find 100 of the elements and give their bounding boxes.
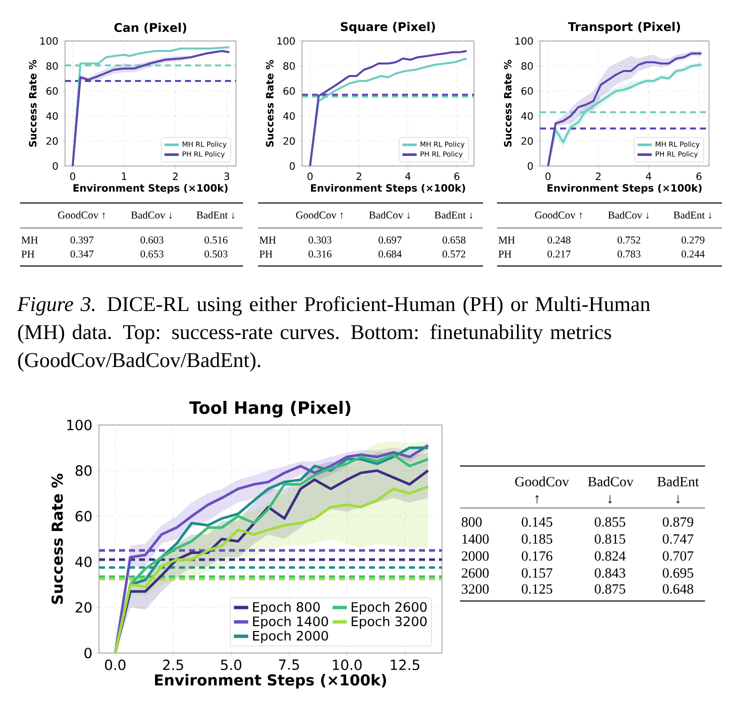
x-tick-label: BadCov ↓ [369,211,410,219]
data-label: 0.747 [662,534,694,544]
y-tick-label: MH [260,236,276,244]
data-label: 0.855 [594,517,626,527]
y-tick-label: 0 [52,162,58,170]
x-tick-label: 0 [70,172,76,180]
x-tick-label: 6 [696,172,702,180]
y-tick-label: 40 [46,112,58,120]
y-tick-label: 80 [76,465,92,476]
y-tick-label: 0 [290,162,295,170]
legend-label: Epoch 800 [253,602,320,614]
data-label: 0.843 [594,568,626,578]
data-label: 0.658 [442,236,466,244]
y-tick-label: 800 [462,517,482,527]
y-tick-label: 20 [283,137,295,145]
x-tick-label: BadCov ↓ [608,211,649,219]
x-axis-title: Environment Steps (×100k) [74,184,228,194]
y-tick-label: 3200 [462,584,489,594]
legend-label: Epoch 1400 [253,616,328,629]
data-label: 0.752 [618,236,640,244]
x-tick-label: 5.0 [221,660,242,670]
y-tick-label: 40 [283,112,295,120]
y-axis-title: Success Rate % [52,474,63,604]
x-tick-label: BadCov ↓ [588,476,634,504]
y-tick-label: 40 [521,112,533,120]
y-tick-label: MH [22,236,38,244]
data-label: 0.145 [522,517,552,527]
y-tick-label: 20 [76,602,92,613]
x-tick-label: GoodCov ↑ [535,211,582,219]
y-tick-label: 0 [84,648,92,658]
y-tick-label: MH [498,236,515,244]
chart-title: Tool Hang (Pixel) [189,400,350,418]
y-tick-label: 2600 [462,568,489,578]
y-tick-label: 80 [283,62,295,70]
chart-title: Square (Pixel) [340,22,435,34]
x-tick-label: 10.0 [332,660,362,670]
data-label: 0.176 [522,551,552,561]
y-tick-label: 2000 [462,551,489,561]
data-label: 0.697 [378,236,402,244]
x-tick-label: BadEnt ↓ [674,211,712,219]
data-label: 0.684 [378,250,402,258]
y-tick-label: 80 [46,62,58,70]
text: Figure 3. DICE-RL using either Proficient-Human (PH) or Multi-Human (MH) data. Top: success-rate curves. Bottom: finetunability metrics (GoodCov/BadCov/BadEnt). [17,296,650,372]
data-label: 0.653 [140,250,164,258]
y-tick-label: 60 [283,87,295,95]
y-axis-title: Success Rate % [504,60,512,147]
x-tick-label: GoodCov ↑ [58,211,105,219]
x-tick-label: 2.5 [163,660,184,670]
x-tick-label: 2 [172,172,178,180]
x-axis-title: Environment Steps (×100k) [155,674,386,689]
data-label: 0.707 [662,551,694,561]
data-label: 0.875 [594,584,626,594]
y-tick-label: PH [498,250,512,258]
y-tick-label: PH [260,250,272,258]
data-label: 0.157 [522,568,552,578]
data-label: 0.279 [682,236,704,244]
data-label: 0.783 [618,250,640,258]
y-tick-label: 20 [521,137,533,145]
data-label: 0.217 [548,250,571,258]
x-tick-label: 0 [546,172,551,180]
data-label: 0.815 [594,534,626,544]
x-tick-label: BadEnt ↓ [657,476,699,504]
x-tick-label: 1 [122,172,126,180]
data-label: 0.695 [662,568,694,578]
data-label: 0.303 [308,236,332,244]
data-label: 0.503 [204,250,228,258]
data-label: 0.397 [70,236,94,244]
chart-title: Can (Pixel) [114,22,186,34]
data-label: 0.572 [442,250,466,258]
y-axis-title: Success Rate % [28,60,37,147]
y-tick-label: 1400 [462,534,489,544]
data-label: 0.244 [682,250,705,258]
x-tick-label: 2 [596,172,601,180]
x-tick-label: 0.0 [105,660,126,670]
data-label: 0.347 [70,250,94,258]
data-label: 0.824 [594,551,626,561]
y-tick-label: 40 [75,556,92,568]
data-label: 0.603 [140,236,164,244]
data-label: 0.125 [522,584,552,594]
legend-label: Epoch 2600 [352,602,427,614]
x-tick-label: GoodCov ↑ [515,476,570,504]
data-label: 0.648 [662,584,694,594]
y-tick-label: 60 [46,87,58,95]
y-tick-label: 100 [277,37,295,45]
x-tick-label: BadEnt ↓ [196,211,234,219]
x-axis-title: Environment Steps (×100k) [311,184,466,194]
x-tick-label: GoodCov ↑ [296,211,343,219]
x-tick-label: BadEnt ↓ [434,211,472,219]
data-label: 0.185 [522,534,552,544]
y-tick-label: 100 [67,420,92,430]
y-tick-label: 0 [528,162,533,170]
y-tick-label: 100 [40,37,58,45]
y-tick-label: 60 [76,510,92,522]
x-tick-label: 4 [405,172,411,180]
y-tick-label: 100 [515,37,533,45]
y-tick-label: 80 [521,62,533,70]
x-axis-title: Environment Steps (×100k) [548,184,702,194]
x-tick-label: 2 [356,172,362,180]
x-tick-label: 7.5 [279,660,299,670]
y-tick-label: PH [22,250,34,258]
